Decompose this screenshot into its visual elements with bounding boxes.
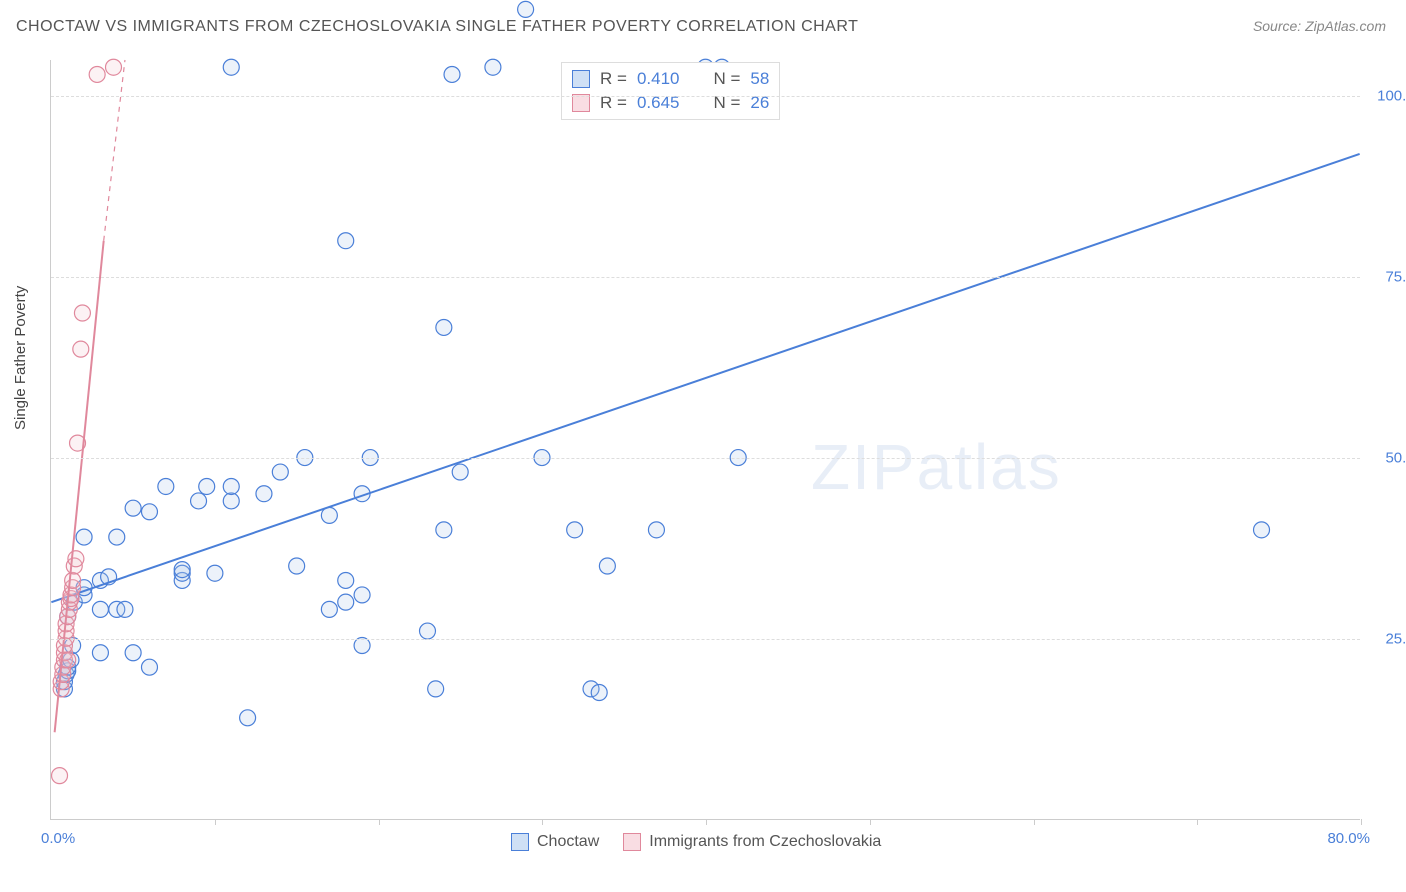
gridline [51, 277, 1360, 278]
data-point [223, 59, 239, 75]
y-tick-label: 50.0% [1385, 450, 1406, 467]
data-point [92, 645, 108, 661]
data-point [240, 710, 256, 726]
data-point [436, 319, 452, 335]
data-point [289, 558, 305, 574]
data-point [518, 1, 534, 17]
data-point [420, 623, 436, 639]
data-point [567, 522, 583, 538]
legend-swatch [511, 833, 529, 851]
data-point [599, 558, 615, 574]
data-point [174, 562, 190, 578]
data-point [191, 493, 207, 509]
data-point [256, 486, 272, 502]
legend-top: R = 0.410 N = 58R =0.645N =26 [561, 62, 780, 120]
data-point [74, 305, 90, 321]
data-point [338, 572, 354, 588]
data-point [338, 594, 354, 610]
data-point [65, 572, 81, 588]
data-point [158, 478, 174, 494]
legend-item: Immigrants from Czechoslovakia [623, 833, 881, 851]
chart-title: CHOCTAW VS IMMIGRANTS FROM CZECHOSLOVAKI… [16, 18, 858, 36]
data-point [207, 565, 223, 581]
data-point [117, 601, 133, 617]
gridline [51, 458, 1360, 459]
data-point [199, 478, 215, 494]
data-point [141, 659, 157, 675]
data-point [92, 601, 108, 617]
data-point [106, 59, 122, 75]
data-point [125, 645, 141, 661]
legend-swatch [572, 70, 590, 88]
data-point [452, 464, 468, 480]
data-point [444, 66, 460, 82]
data-point [354, 587, 370, 603]
source-label: Source: ZipAtlas.com [1253, 18, 1386, 34]
data-point [485, 59, 501, 75]
data-point [109, 529, 125, 545]
legend-r-label: R = [600, 69, 627, 89]
data-point [648, 522, 664, 538]
data-point [1254, 522, 1270, 538]
data-point [52, 768, 68, 784]
x-tick [1361, 819, 1362, 825]
legend-swatch [623, 833, 641, 851]
data-point [428, 681, 444, 697]
legend-n-label: N = [713, 69, 740, 89]
data-point [68, 551, 84, 567]
plot-area: ZIPatlas R =0.410N =58R =0.645N =26 0.0%… [50, 60, 1360, 820]
regression-line [51, 154, 1359, 602]
data-point [73, 341, 89, 357]
x-tick [870, 819, 871, 825]
legend-series-label: Immigrants from Czechoslovakia [649, 833, 881, 851]
y-tick-label: 75.0% [1385, 269, 1406, 286]
data-point [89, 66, 105, 82]
legend-n-value: 58 [750, 69, 769, 89]
legend-bottom: Choctaw Immigrants from Czechoslovakia [511, 833, 881, 851]
gridline [51, 639, 1360, 640]
x-tick [215, 819, 216, 825]
data-point [272, 464, 288, 480]
data-point [223, 478, 239, 494]
x-tick [706, 819, 707, 825]
data-point [141, 504, 157, 520]
legend-row: R =0.645N =26 [572, 91, 769, 115]
data-point [76, 529, 92, 545]
legend-item: Choctaw [511, 833, 599, 851]
legend-r-value: 0.410 [637, 69, 680, 89]
x-tick [379, 819, 380, 825]
chart-svg [51, 60, 1360, 819]
data-point [591, 685, 607, 701]
x-axis-min-label: 0.0% [41, 830, 75, 847]
data-point [436, 522, 452, 538]
y-axis-label: Single Father Poverty [12, 286, 29, 430]
data-point [125, 500, 141, 516]
y-tick-label: 25.0% [1385, 631, 1406, 648]
gridline [51, 96, 1360, 97]
legend-series-label: Choctaw [537, 833, 599, 851]
x-axis-max-label: 80.0% [1327, 830, 1370, 847]
x-tick [1197, 819, 1198, 825]
data-point [321, 601, 337, 617]
y-tick-label: 100.0% [1377, 88, 1406, 105]
x-tick [542, 819, 543, 825]
regression-line-dashed [104, 60, 125, 241]
data-point [223, 493, 239, 509]
data-point [338, 233, 354, 249]
x-tick [1034, 819, 1035, 825]
legend-row: R = 0.410 N = 58 [572, 67, 769, 91]
